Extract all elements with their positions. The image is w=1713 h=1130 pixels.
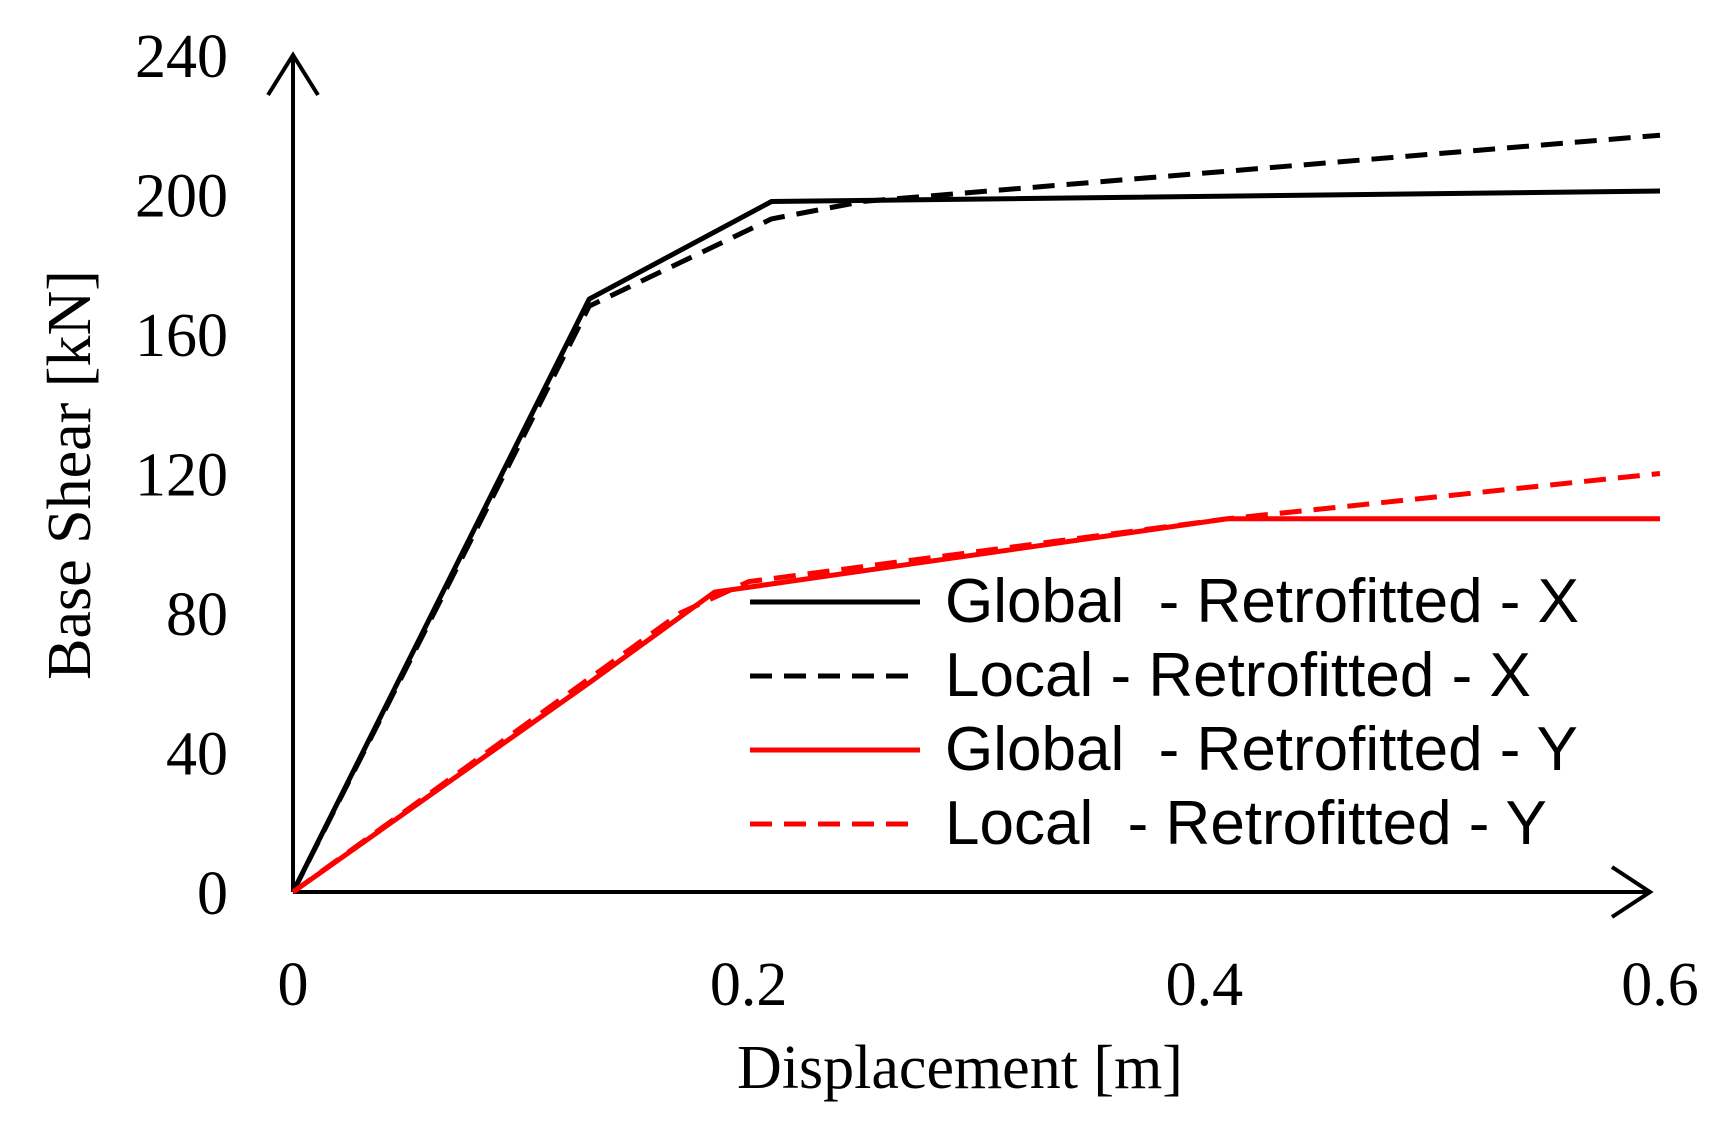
x-tick-label: 0.4: [1166, 951, 1244, 1019]
y-tick-label: 240: [135, 23, 228, 91]
x-tick-label: 0: [278, 951, 309, 1019]
series-line-1: [290, 188, 1661, 894]
y-axis-arrow-icon: [266, 51, 320, 97]
y-tick-labels: 0 40 80 120 160 200 240: [135, 23, 228, 928]
series-line-2: [290, 132, 1661, 894]
y-tick-label: 40: [166, 721, 228, 789]
x-axis-arrow-icon: [1610, 865, 1654, 919]
x-axis-title: Displacement [m]: [737, 1034, 1183, 1102]
legend-entry-label: Global - Retrofitted - Y: [945, 715, 1578, 784]
plot-area: [266, 51, 1654, 919]
y-axis-title: Base Shear [kN]: [36, 270, 104, 680]
x-tick-label: 0.6: [1621, 951, 1699, 1019]
x-tick-label: 0.2: [710, 951, 788, 1019]
y-tick-label: 160: [135, 302, 228, 370]
y-tick-label: 0: [197, 860, 228, 928]
y-tick-label: 120: [135, 442, 228, 510]
legend-entry-label: Local - Retrofitted - Y: [945, 789, 1547, 858]
legend-entry-label: Local - Retrofitted - X: [945, 641, 1531, 710]
legend-entry-label: Global - Retrofitted - X: [945, 567, 1579, 636]
x-tick-labels: 0 0.2 0.4 0.6: [278, 951, 1699, 1019]
y-tick-label: 200: [135, 163, 228, 231]
series-line-4: [291, 471, 1661, 895]
y-tick-label: 80: [166, 581, 228, 649]
series-layer: [290, 132, 1661, 895]
